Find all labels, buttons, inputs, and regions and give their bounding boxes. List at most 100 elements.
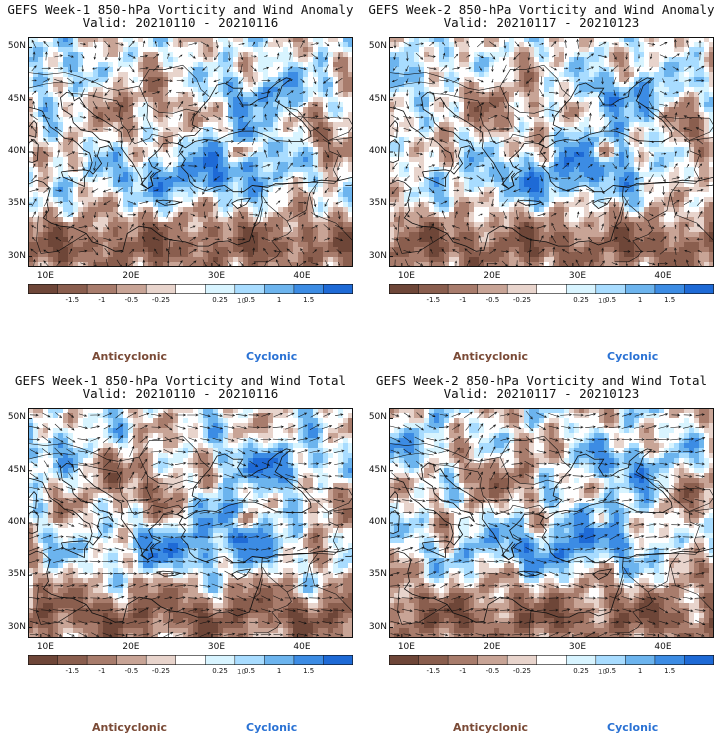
- lon-label: 10E: [397, 642, 415, 652]
- colorbar-swatch: [323, 284, 353, 294]
- colorbar-label: 0.5: [605, 296, 617, 304]
- colorbar-label: -0.25: [512, 296, 532, 304]
- colorbar-swatch: [28, 655, 58, 665]
- lon-label: 40E: [293, 271, 311, 281]
- colorbar-swatch: [654, 655, 685, 665]
- lat-label: 45N: [7, 464, 26, 475]
- lat-label: 45N: [368, 93, 387, 104]
- legend-cyclonic: Cyclonic: [246, 721, 298, 734]
- colorbar-swatch: [654, 284, 685, 294]
- coastlines: [28, 77, 353, 252]
- colorbar-swatch: [566, 655, 597, 665]
- lon-label: 10E: [36, 271, 54, 281]
- colorbar-swatch: [625, 284, 656, 294]
- colorbar-swatch: [448, 655, 478, 665]
- colorbar-swatch: [116, 655, 147, 665]
- colorbar-swatch: [389, 655, 419, 665]
- colorbar-label: 1: [276, 667, 282, 675]
- colorbar-label: -1.5: [426, 667, 441, 675]
- colorbar-label: 0.25: [212, 667, 228, 675]
- vorticity-map: [389, 408, 714, 638]
- legend-cyclonic: Cyclonic: [246, 350, 298, 363]
- lon-label: 20E: [483, 642, 501, 652]
- colorbar-swatch: [57, 655, 88, 665]
- colorbar-swatch: [448, 284, 478, 294]
- colorbar-swatch: [536, 655, 567, 665]
- colorbar-swatch: [146, 284, 177, 294]
- lat-label: 35N: [7, 569, 26, 580]
- colorbar-label: -1.5: [426, 296, 441, 304]
- colorbar-swatch: [293, 655, 324, 665]
- vorticity-map: [389, 37, 714, 267]
- colorbar-label: -0.5: [485, 667, 500, 675]
- colorbar-swatch: [684, 284, 714, 294]
- colorbar-swatch: [205, 284, 236, 294]
- colorbar-swatch: [57, 284, 88, 294]
- colorbar-swatch: [477, 655, 508, 665]
- panel-title: GEFS Week-1 850-hPa Vorticity and Wind T…: [14, 373, 347, 388]
- lon-label: 30E: [207, 271, 226, 281]
- colorbar-label: 1.5: [664, 296, 676, 304]
- lon-label: 20E: [122, 642, 140, 652]
- colorbar-label: 0.25: [212, 296, 228, 304]
- colorbar-swatch: [418, 284, 449, 294]
- legend-anticyclonic: Anticyclonic: [453, 721, 529, 734]
- colorbar-label: -1: [459, 296, 467, 304]
- vorticity-field: [389, 408, 714, 638]
- colorbar-swatch: [418, 655, 449, 665]
- colorbar-swatch: [234, 655, 265, 665]
- colorbar-swatch: [477, 284, 508, 294]
- panel-title: GEFS Week-1 850-hPa Vorticity and Wind A…: [7, 2, 354, 17]
- lat-label: 50N: [7, 412, 26, 423]
- colorbar-unit: 10: [598, 668, 607, 676]
- colorbar-swatch: [175, 284, 206, 294]
- colorbar-unit: 10: [598, 297, 607, 305]
- panel-valid-dates: Valid: 20210117 - 20210123: [443, 15, 640, 30]
- legend-anticyclonic: Anticyclonic: [92, 721, 168, 734]
- colorbar-swatch: [595, 655, 626, 665]
- colorbar-label: 0.25: [573, 296, 589, 304]
- colorbar-swatch: [116, 284, 147, 294]
- colorbar-label: -0.5: [124, 667, 139, 675]
- colorbar: [28, 284, 353, 294]
- lon-label: 40E: [654, 642, 672, 652]
- colorbar-label: 1.5: [664, 667, 676, 675]
- colorbar-label: -1: [98, 296, 106, 304]
- lat-label: 40N: [368, 146, 387, 156]
- colorbar-label: -0.25: [151, 296, 171, 304]
- wind-vectors: [389, 410, 707, 638]
- lat-label: 40N: [7, 517, 26, 527]
- lat-label: 30N: [7, 621, 26, 632]
- colorbar-label: 1: [637, 296, 643, 304]
- lat-label: 40N: [7, 146, 26, 156]
- vorticity-field: [28, 37, 353, 267]
- colorbar-swatch: [595, 284, 626, 294]
- lat-label: 45N: [7, 93, 26, 104]
- colorbar-swatch: [87, 655, 117, 665]
- lon-label: 30E: [568, 642, 587, 652]
- colorbar-label: -0.5: [485, 296, 500, 304]
- colorbar-label: -0.25: [151, 667, 171, 675]
- lat-label: 35N: [368, 569, 387, 580]
- legend-cyclonic: Cyclonic: [607, 721, 659, 734]
- legend-anticyclonic: Anticyclonic: [453, 350, 529, 363]
- colorbar-label: -0.25: [512, 667, 532, 675]
- panel-week1-anomaly: GEFS Week-1 850-hPa Vorticity and Wind A…: [0, 0, 361, 371]
- panel-week2-anomaly: GEFS Week-2 850-hPa Vorticity and Wind A…: [361, 0, 722, 371]
- colorbar-label: 0.5: [244, 296, 256, 304]
- lon-label: 30E: [207, 642, 226, 652]
- lat-label: 50N: [368, 41, 387, 52]
- colorbar-label: 1: [276, 296, 282, 304]
- lat-label: 50N: [368, 412, 387, 423]
- legend-cyclonic: Cyclonic: [607, 350, 659, 363]
- colorbar-label: 0.25: [573, 667, 589, 675]
- lon-label: 20E: [483, 271, 501, 281]
- colorbar-label: -1: [98, 667, 106, 675]
- lat-label: 40N: [368, 517, 387, 527]
- colorbar-label: 1.5: [303, 667, 315, 675]
- colorbar-swatch: [323, 655, 353, 665]
- lat-label: 30N: [368, 621, 387, 632]
- panel-week1-total: GEFS Week-1 850-hPa Vorticity and Wind T…: [0, 371, 361, 742]
- colorbar-label: 0.5: [244, 667, 256, 675]
- wind-vectors: [28, 411, 345, 638]
